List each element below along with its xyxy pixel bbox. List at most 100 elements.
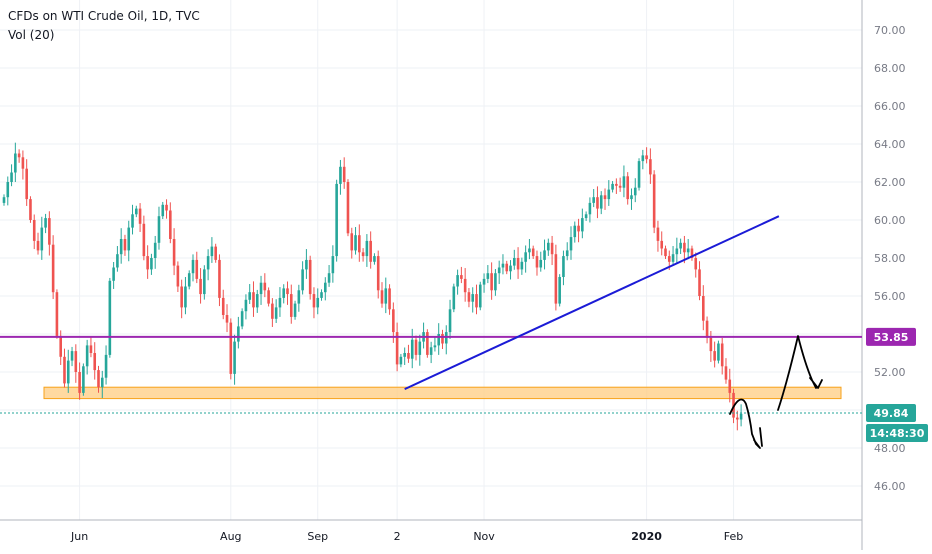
- y-tick-label: 64.00: [874, 138, 906, 151]
- candle-body: [407, 353, 410, 359]
- candle-body: [649, 159, 652, 175]
- candle-body: [550, 242, 554, 255]
- candle-body: [543, 250, 546, 260]
- candle-body: [660, 240, 664, 249]
- candle-body: [588, 202, 592, 215]
- candle-body: [509, 265, 512, 272]
- candle-body: [535, 256, 539, 268]
- candle-body: [48, 218, 51, 245]
- candle-body: [433, 345, 437, 348]
- candle-body: [278, 297, 282, 308]
- candle-body: [342, 166, 346, 182]
- candle-body: [554, 254, 558, 304]
- candle-body: [380, 290, 384, 304]
- candle-body: [331, 256, 335, 274]
- candle-body: [441, 334, 444, 344]
- candle-body: [482, 278, 486, 285]
- last-price-tag: [866, 404, 916, 423]
- candle-body: [581, 218, 584, 232]
- candle-body: [233, 341, 236, 374]
- countdown-tag: [866, 424, 928, 443]
- candle-body: [516, 258, 520, 270]
- candle-body: [187, 273, 191, 287]
- candle-body: [176, 265, 180, 287]
- y-tick-label: 48.00: [874, 442, 906, 455]
- candle-body: [565, 250, 569, 257]
- candle-body: [558, 277, 561, 304]
- x-tick-label: Sep: [307, 530, 328, 543]
- candle-body: [112, 267, 115, 281]
- candle-body: [229, 322, 233, 374]
- candle-body: [51, 244, 55, 293]
- candle-body: [675, 248, 679, 255]
- y-tick-label: 56.00: [874, 290, 906, 303]
- candle-body: [97, 370, 100, 388]
- candle-body: [667, 256, 671, 262]
- candle-body: [263, 282, 267, 291]
- candle-body: [244, 299, 248, 312]
- last-price-label: 49.84: [874, 407, 909, 420]
- candle-body: [135, 208, 138, 215]
- candle-body: [596, 197, 599, 209]
- candle-body: [410, 339, 414, 359]
- candle-body: [14, 153, 17, 173]
- candle-body: [346, 182, 350, 234]
- candle-body: [369, 240, 372, 262]
- candle-body: [203, 269, 206, 295]
- candle-body: [531, 248, 535, 257]
- candle-body: [717, 343, 720, 361]
- candle-body: [191, 259, 195, 274]
- candle-body: [153, 242, 157, 258]
- candle-body: [388, 288, 391, 310]
- candle-body: [652, 174, 656, 228]
- candle-body: [497, 267, 501, 274]
- candle-body: [44, 218, 47, 228]
- candle-body: [350, 233, 354, 251]
- candle-body: [448, 309, 452, 333]
- candle-body: [218, 259, 221, 298]
- resistance-price-label: 53.85: [874, 331, 909, 344]
- candle-body: [698, 269, 701, 296]
- candle-body: [312, 294, 316, 308]
- candle-body: [452, 286, 456, 310]
- candle-body: [547, 242, 550, 251]
- resistance-price-tag: [866, 327, 916, 346]
- candle-body: [513, 258, 516, 266]
- candle-body: [70, 351, 74, 361]
- candle-body: [89, 345, 93, 353]
- candle-body: [713, 351, 716, 361]
- candle-body: [494, 273, 497, 291]
- y-tick-label: 68.00: [874, 62, 906, 75]
- candle-body: [373, 256, 376, 262]
- candle-body: [36, 240, 40, 251]
- candle-body: [100, 377, 104, 388]
- candle-body: [180, 286, 183, 308]
- chart-title: CFDs on WTI Crude Oil, 1D, TVC: [8, 9, 200, 23]
- candle-body: [562, 256, 565, 277]
- candle-body: [324, 282, 327, 293]
- candle-body: [165, 204, 168, 211]
- candle-body: [286, 288, 289, 295]
- candle-body: [365, 240, 369, 257]
- support-zone: [43, 386, 842, 400]
- candle-body: [429, 347, 433, 355]
- candle-body: [690, 248, 694, 258]
- candle-body: [282, 288, 286, 298]
- candle-body: [127, 227, 131, 251]
- candle-body: [637, 161, 641, 188]
- candle-body: [426, 332, 429, 355]
- candle-body: [25, 168, 28, 200]
- y-tick-label: 70.00: [874, 24, 906, 37]
- countdown-label: 14:48:30: [870, 427, 925, 440]
- x-tick-label: Aug: [220, 530, 241, 543]
- candle-body: [358, 235, 361, 253]
- candle-body: [184, 286, 187, 308]
- candle-body: [611, 183, 614, 190]
- candle-body: [679, 242, 682, 249]
- candle-body: [720, 343, 724, 367]
- candle-body: [728, 379, 732, 393]
- candle-body: [615, 183, 618, 186]
- candle-body: [724, 366, 728, 380]
